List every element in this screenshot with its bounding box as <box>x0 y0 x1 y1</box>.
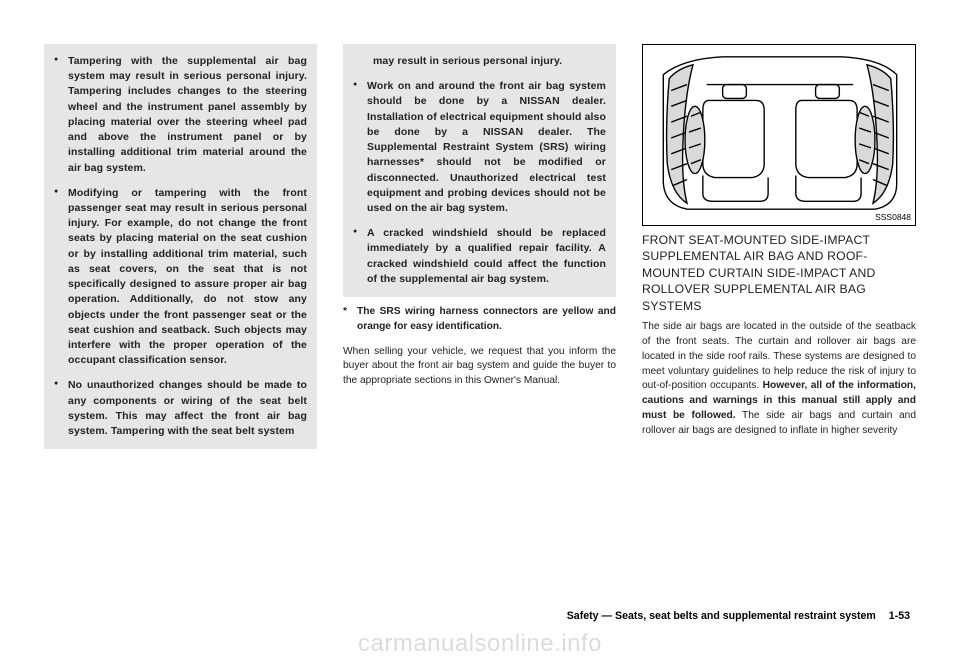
warning-box-left: Tampering with the supplemental air bag … <box>44 44 317 449</box>
warning-text: No unauthorized changes should be made t… <box>68 379 307 437</box>
footnote-text: The SRS wiring harness connectors are ye… <box>357 305 616 335</box>
warning-item: A cracked windshield should be replaced … <box>353 226 606 287</box>
content-columns: Tampering with the supplemental air bag … <box>0 0 960 449</box>
column-1: Tampering with the supplemental air bag … <box>44 44 317 449</box>
asterisk: * <box>343 305 357 335</box>
airbag-diagram: SSS0848 <box>642 44 916 226</box>
warning-text: A cracked windshield should be replaced … <box>367 227 606 285</box>
manual-page: Tampering with the supplemental air bag … <box>0 0 960 664</box>
warning-item: may result in serious personal injury. <box>353 54 606 69</box>
warning-text: Modifying or tampering with the front pa… <box>68 187 307 366</box>
section-heading: FRONT SEAT-MOUNTED SIDE-IMPACT SUPPLEMEN… <box>642 232 916 314</box>
warning-item: No unauthorized changes should be made t… <box>54 378 307 439</box>
column-3: SSS0848 FRONT SEAT-MOUNTED SIDE-IMPACT S… <box>642 44 916 449</box>
page-footer: Safety — Seats, seat belts and supplemen… <box>567 610 910 622</box>
watermark: carmanualsonline.info <box>0 630 960 658</box>
warning-text: Work on and around the front air bag sys… <box>367 80 606 214</box>
warning-box-middle: may result in serious personal injury. W… <box>343 44 616 297</box>
warning-item: Work on and around the front air bag sys… <box>353 79 606 216</box>
warning-text: Tampering with the supplemental air bag … <box>68 55 307 174</box>
warning-text: may result in serious personal injury. <box>373 55 562 67</box>
column-2: may result in serious personal injury. W… <box>343 44 616 449</box>
warning-item: Tampering with the supplemental air bag … <box>54 54 307 176</box>
diagram-code: SSS0848 <box>875 211 911 223</box>
page-number: 1-53 <box>889 610 910 622</box>
footer-section-title: Safety — Seats, seat belts and supplemen… <box>567 610 876 622</box>
section-body: The side air bags are located in the out… <box>642 320 916 438</box>
selling-vehicle-note: When selling your vehicle, we request th… <box>343 345 616 389</box>
warning-item: Modifying or tampering with the front pa… <box>54 186 307 369</box>
srs-footnote: * The SRS wiring harness connectors are … <box>343 305 616 335</box>
airbag-svg <box>643 45 915 225</box>
